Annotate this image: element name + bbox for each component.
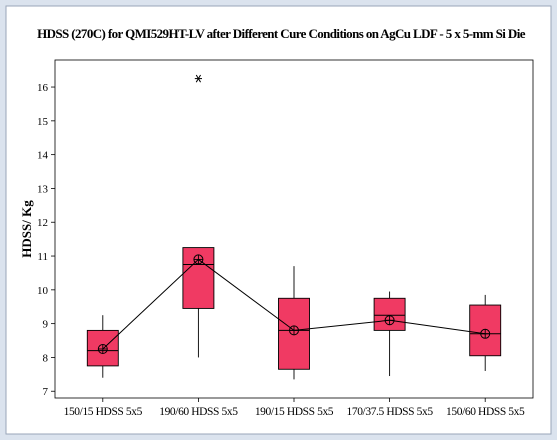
x-category-label: 170/37.5 HDSS 5x5 xyxy=(347,406,434,418)
y-tick-label: 10 xyxy=(37,285,49,297)
y-tick-label: 13 xyxy=(37,183,49,195)
y-tick-label: 12 xyxy=(37,217,48,229)
y-tick-label: 14 xyxy=(37,150,49,162)
y-axis-label: HDSS/ Kg xyxy=(19,200,34,258)
x-category-label: 190/60 HDSS 5x5 xyxy=(159,406,238,418)
y-tick-label: 7 xyxy=(43,386,49,398)
x-category-label: 150/60 HDSS 5x5 xyxy=(446,406,525,418)
chart-marks: 7 8 9 10 11 12 13 14 15 16 150/15 HDSS 5x5 190/60 H… xyxy=(37,74,525,418)
chart-title: HDSS (270C) for QMI529HT-LV after Differ… xyxy=(37,26,526,41)
x-category-label: 150/15 HDSS 5x5 xyxy=(64,406,143,418)
box xyxy=(373,297,406,331)
outlier-marker xyxy=(195,74,201,83)
y-tick-label: 16 xyxy=(37,82,49,94)
y-tick-label: 8 xyxy=(43,352,49,364)
y-tick-label: 9 xyxy=(43,319,49,331)
y-tick-label: 11 xyxy=(37,251,48,263)
x-category-label: 190/15 HDSS 5x5 xyxy=(255,406,334,418)
y-tick-label: 15 xyxy=(37,116,49,128)
